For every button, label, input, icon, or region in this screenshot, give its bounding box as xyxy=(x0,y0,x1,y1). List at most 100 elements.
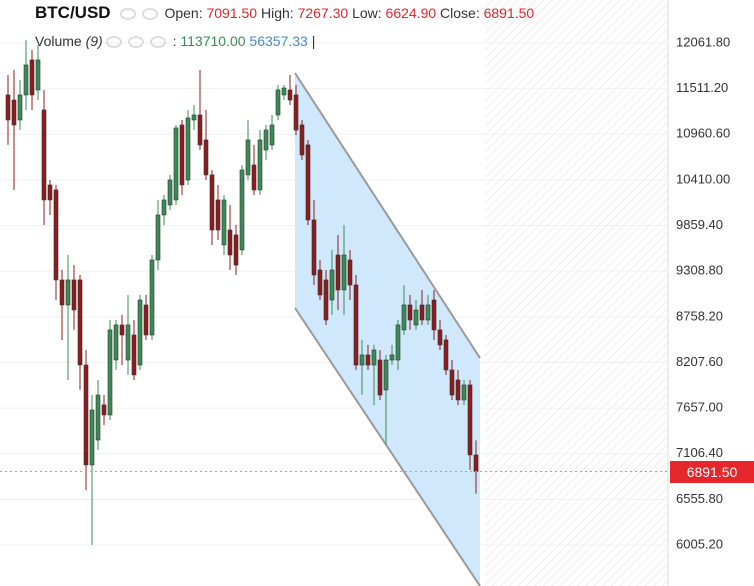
eye-icon[interactable] xyxy=(105,36,122,49)
candle-body xyxy=(311,219,317,276)
y-tick-label: 10960.60 xyxy=(676,126,730,141)
candle-body xyxy=(329,269,335,301)
candle-body xyxy=(65,279,71,306)
candle-body xyxy=(383,359,389,391)
candle-body xyxy=(419,304,425,321)
candle-body xyxy=(167,179,173,206)
candle-body xyxy=(227,229,233,256)
candle-body xyxy=(191,114,197,121)
candle-body xyxy=(161,199,167,216)
trend-channel xyxy=(295,73,480,586)
candle-body xyxy=(413,309,419,326)
y-tick-label: 11511.20 xyxy=(676,80,728,95)
candle-body xyxy=(287,89,293,101)
candle-body xyxy=(371,349,377,366)
close-value: 6891.50 xyxy=(483,5,535,21)
candle-body xyxy=(47,184,53,201)
volume-legend: Volume (9) : 113710.00 56357.33 | xyxy=(35,33,315,49)
channel-line xyxy=(294,72,481,359)
y-tick-label: 6555.80 xyxy=(676,491,723,506)
candle-body xyxy=(353,284,359,366)
candle-body xyxy=(275,89,281,116)
y-tick-label: 7106.40 xyxy=(676,445,723,460)
volume-label: Volume xyxy=(35,33,82,49)
cursor: | xyxy=(311,33,316,49)
candle-body xyxy=(359,354,365,366)
candle-body xyxy=(467,384,473,456)
candle-body xyxy=(185,117,191,181)
volume-average: 56357.33 xyxy=(249,33,308,49)
y-tick-label: 6005.20 xyxy=(676,536,723,551)
candle-body xyxy=(269,124,275,146)
y-tick-label: 9859.40 xyxy=(676,217,723,232)
candle-body xyxy=(17,94,23,121)
candle-body xyxy=(257,139,263,191)
close-label: Close: xyxy=(440,5,480,21)
candle-body xyxy=(197,114,203,146)
candle-body xyxy=(29,59,35,96)
candle-body xyxy=(137,299,143,366)
high-value: 7267.30 xyxy=(297,5,349,21)
candle-body xyxy=(89,409,95,466)
candle-body xyxy=(239,169,245,251)
candle-body xyxy=(347,259,353,286)
candle-body xyxy=(23,64,29,96)
candle-body xyxy=(281,87,287,96)
close-icon[interactable] xyxy=(149,36,166,49)
candle-body xyxy=(407,304,413,321)
candle-body xyxy=(245,139,251,176)
candle-body xyxy=(179,124,185,186)
volume-value: 113710.00 xyxy=(180,33,246,49)
candle-body xyxy=(473,454,479,472)
candle-body xyxy=(299,124,305,156)
candle-body xyxy=(365,354,371,366)
channel-line xyxy=(294,307,481,586)
candle-body xyxy=(437,329,443,346)
y-tick-label: 7657.00 xyxy=(676,400,723,415)
candle-body xyxy=(203,139,209,176)
symbol: BTC/USD xyxy=(35,3,111,22)
ohlc-header: BTC/USD Open: 7091.50 High: 7267.30 Low:… xyxy=(35,3,534,23)
candle-body xyxy=(431,299,437,331)
candle-body xyxy=(293,94,299,131)
candle-body xyxy=(107,329,113,416)
candle-body xyxy=(59,279,65,306)
eye-icon[interactable] xyxy=(119,8,136,21)
candle-body xyxy=(119,324,125,336)
candle-body xyxy=(41,109,47,201)
candle-body xyxy=(71,279,77,311)
volume-separator: : xyxy=(172,33,177,49)
open-label: Open: xyxy=(164,5,203,21)
y-tick-label: 8207.60 xyxy=(676,354,723,369)
low-label: Low: xyxy=(352,5,382,21)
candle-body xyxy=(317,269,323,296)
candle-body xyxy=(143,304,149,336)
candle-body xyxy=(389,354,395,361)
candle-body xyxy=(221,199,227,246)
volume-period: (9) xyxy=(85,33,103,49)
candle-body xyxy=(155,214,161,261)
candle-body xyxy=(149,259,155,336)
candle-body xyxy=(173,127,179,201)
candle-body xyxy=(53,189,59,281)
candle-body xyxy=(263,129,269,151)
candle-body xyxy=(377,359,383,396)
settings-icon[interactable] xyxy=(141,8,158,21)
candle-body xyxy=(125,324,131,361)
candle-body xyxy=(251,164,257,191)
candle-body xyxy=(215,199,221,231)
last-price-tag: 6891.50 xyxy=(670,460,754,483)
candle-body xyxy=(83,364,89,466)
candle-body xyxy=(335,254,341,291)
y-tick-label: 8758.20 xyxy=(676,308,723,323)
candle-body xyxy=(305,144,311,221)
settings-icon[interactable] xyxy=(127,36,144,49)
y-tick-label: 9308.80 xyxy=(676,263,723,278)
candle-body xyxy=(323,279,329,321)
candle-body xyxy=(449,369,455,396)
candle-body xyxy=(425,304,431,321)
candle-body xyxy=(101,404,107,416)
candle-body xyxy=(233,234,239,266)
y-tick-label: 12061.80 xyxy=(676,34,730,49)
